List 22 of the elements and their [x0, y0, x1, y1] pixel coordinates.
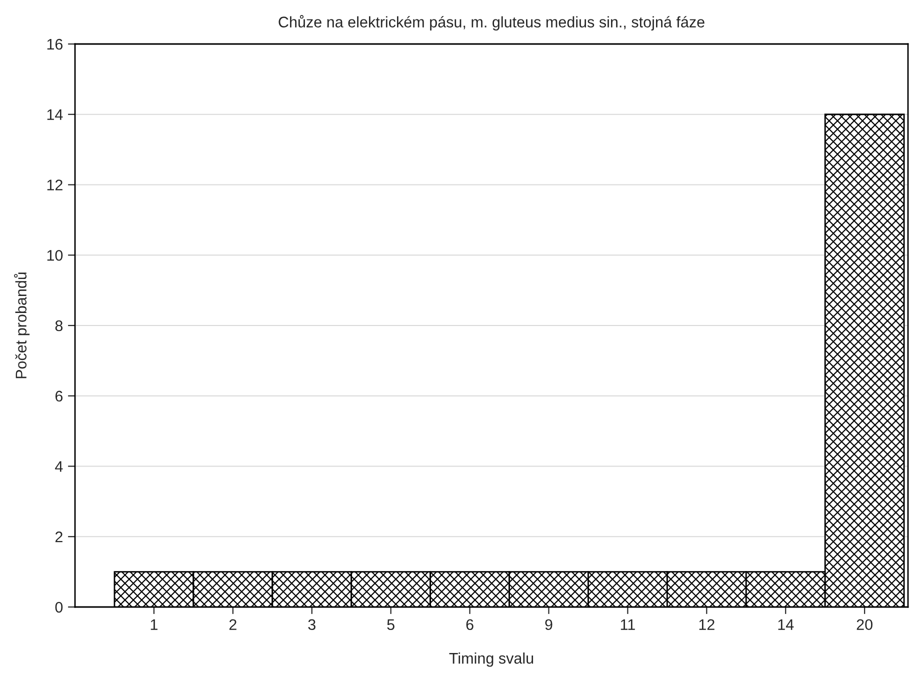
y-tick-label: 8 [55, 320, 63, 332]
x-tick-label: 9 [545, 619, 552, 630]
y-tick-label: 6 [55, 390, 63, 402]
y-tick-label: 12 [47, 180, 62, 190]
y-tick-label: 16 [47, 38, 63, 50]
chart-title: Chůze na elektrickém pásu, m. gluteus medius sin., stojná fáze [278, 15, 704, 31]
x-tick-label: 5 [387, 619, 394, 630]
x-axis-title: Timing svalu [449, 652, 534, 667]
y-axis-title: Počet probandů [14, 272, 30, 378]
x-tick-label: 14 [778, 619, 794, 630]
x-tick-label: 1 [150, 619, 158, 630]
y-tick-label: 14 [47, 109, 63, 120]
x-tick-label: 3 [308, 619, 316, 630]
x-tick-label: 12 [699, 619, 714, 630]
y-tick-label: 4 [55, 461, 63, 472]
x-tick-label: 20 [856, 619, 872, 630]
y-tick-label: 0 [55, 602, 63, 613]
x-tick-label: 11 [620, 619, 635, 630]
y-tick-label: 10 [47, 250, 63, 261]
x-tick-label: 2 [229, 619, 236, 630]
y-tick-label: 2 [55, 531, 62, 542]
x-tick-label: 6 [466, 619, 474, 630]
